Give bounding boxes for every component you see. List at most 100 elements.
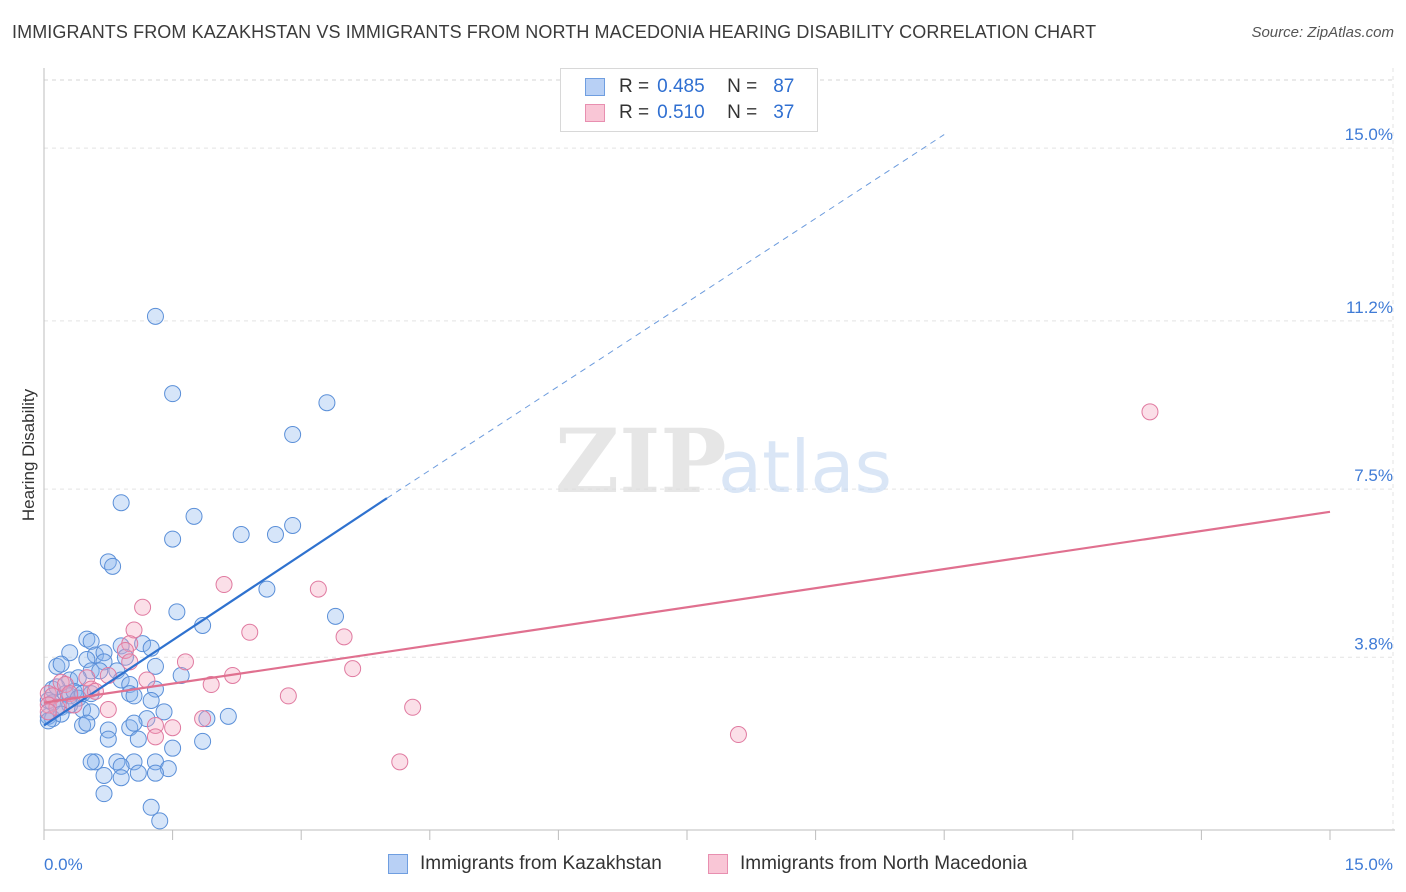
kazakhstan-point: [125, 714, 143, 732]
kazakhstan-point: [232, 526, 250, 544]
macedonia-point: [391, 753, 409, 771]
macedonia-point: [116, 641, 134, 659]
macedonia-point: [48, 698, 66, 716]
legend-n-value: 87: [773, 76, 795, 97]
legend-swatch-kazakhstan: [585, 78, 605, 96]
kazakhstan-point: [198, 710, 216, 728]
chart-title: IMMIGRANTS FROM KAZAKHSTAN VS IMMIGRANTS…: [12, 22, 1097, 42]
macedonia-trend-line: [43, 510, 1331, 704]
watermark-zip: ZIP: [555, 409, 727, 513]
kazakhstan-point: [146, 307, 164, 325]
legend-r-label: R =: [619, 102, 650, 123]
macedonia-point: [729, 726, 747, 744]
legend-r-label: R =: [619, 76, 650, 97]
bottom-legend-label-macedonia: Immigrants from North Macedonia: [740, 853, 1028, 874]
legend-swatch-macedonia: [585, 104, 605, 122]
macedonia-point: [176, 653, 194, 671]
trend-lines: [43, 134, 1331, 727]
legend-r-value: 0.485: [657, 76, 705, 97]
kazakhstan-point: [318, 394, 336, 412]
macedonia-point: [404, 698, 422, 716]
macedonia-point: [1141, 403, 1159, 421]
legend-r-value: 0.510: [657, 102, 705, 123]
kazakhstan-point: [168, 603, 186, 621]
kazakhstan-point: [82, 632, 100, 650]
legend-row-kazakhstan: R = 0.485 N = 87: [585, 75, 794, 99]
y-tick-label: 3.8%: [1354, 634, 1393, 653]
kazakhstan-point: [61, 644, 79, 662]
kazakhstan-point: [78, 714, 96, 732]
bottom-legend-swatch-macedonia: [708, 854, 728, 874]
macedonia-point: [335, 628, 353, 646]
macedonia-point: [99, 701, 117, 719]
bottom-legend-swatch-kazakhstan: [388, 854, 408, 874]
kazakhstan-point: [86, 753, 104, 771]
kazakhstan-point: [95, 644, 113, 662]
kazakhstan-point: [125, 753, 143, 771]
kazakhstan-point: [104, 557, 122, 575]
legend-n-value: 37: [773, 102, 795, 123]
kazakhstan-point: [266, 526, 284, 544]
kazakhstan-point: [82, 703, 100, 721]
macedonia-point: [39, 703, 57, 721]
kazakhstan-point: [99, 730, 117, 748]
kazakhstan-point: [146, 657, 164, 675]
kazakhstan-point: [78, 651, 96, 669]
kazakhstan-trend-line: [43, 497, 388, 727]
kazakhstan-point: [219, 707, 237, 725]
correlation-legend: R = 0.485 N = 87 R = 0.510 N = 37: [560, 68, 818, 132]
macedonia-point: [99, 666, 117, 684]
kazakhstan-point: [95, 653, 113, 671]
kazakhstan-point: [142, 691, 160, 709]
macedonia-point: [56, 676, 74, 694]
watermark-atlas: atlas: [718, 425, 892, 509]
kazakhstan-point: [185, 507, 203, 525]
kazakhstan-point: [258, 580, 276, 598]
kazakhstan-point: [164, 739, 182, 757]
macedonia-point: [309, 580, 327, 598]
kazakhstan-point: [112, 494, 130, 512]
macedonia-point: [146, 728, 164, 746]
kazakhstan-point: [142, 798, 160, 816]
legend-row-macedonia: R = 0.510 N = 37: [585, 101, 794, 125]
kazakhstan-point: [146, 764, 164, 782]
bottom-legend-kazakhstan: Immigrants from Kazakhstan: [388, 850, 662, 878]
bottom-legend-label-kazakhstan: Immigrants from Kazakhstan: [420, 853, 662, 874]
kazakhstan-point: [164, 385, 182, 403]
kazakhstan-point: [95, 785, 113, 803]
kazakhstan-point: [194, 732, 212, 750]
chart-source: Source: ZipAtlas.com: [1251, 24, 1394, 41]
kazakhstan-point: [151, 812, 169, 830]
legend-n-label: N =: [727, 76, 758, 97]
kazakhstan-point: [159, 760, 177, 778]
macedonia-point: [202, 676, 220, 694]
kazakhstan-point: [138, 710, 156, 728]
kazakhstan-point: [284, 426, 302, 444]
kazakhstan-point: [129, 764, 147, 782]
macedonia-point: [125, 621, 143, 639]
kazakhstan-point: [326, 607, 344, 625]
macedonia-point: [279, 687, 297, 705]
kazakhstan-point: [125, 687, 143, 705]
kazakhstan-point: [155, 703, 173, 721]
kazakhstan-point: [284, 516, 302, 534]
kazakhstan-point: [99, 721, 117, 739]
kazakhstan-point: [129, 730, 147, 748]
kazakhstan-point: [82, 753, 100, 771]
data-points: [39, 307, 1159, 830]
legend-n-label: N =: [727, 102, 758, 123]
macedonia-point: [134, 598, 152, 616]
x-tick-label-max: 15.0%: [1345, 855, 1393, 874]
kazakhstan-trend-extension: [386, 134, 945, 499]
macedonia-point: [241, 623, 259, 641]
y-tick-label: 7.5%: [1354, 466, 1393, 485]
macedonia-point: [78, 669, 96, 687]
bottom-legend-macedonia: Immigrants from North Macedonia: [708, 850, 1027, 878]
kazakhstan-point: [52, 655, 70, 673]
tick-labels: 3.8% 7.5% 11.2% 15.0% 0.0% 15.0%: [44, 125, 1393, 874]
kazakhstan-point: [95, 766, 113, 784]
y-tick-label: 15.0%: [1345, 125, 1393, 144]
y-tick-label: 11.2%: [1346, 298, 1393, 317]
